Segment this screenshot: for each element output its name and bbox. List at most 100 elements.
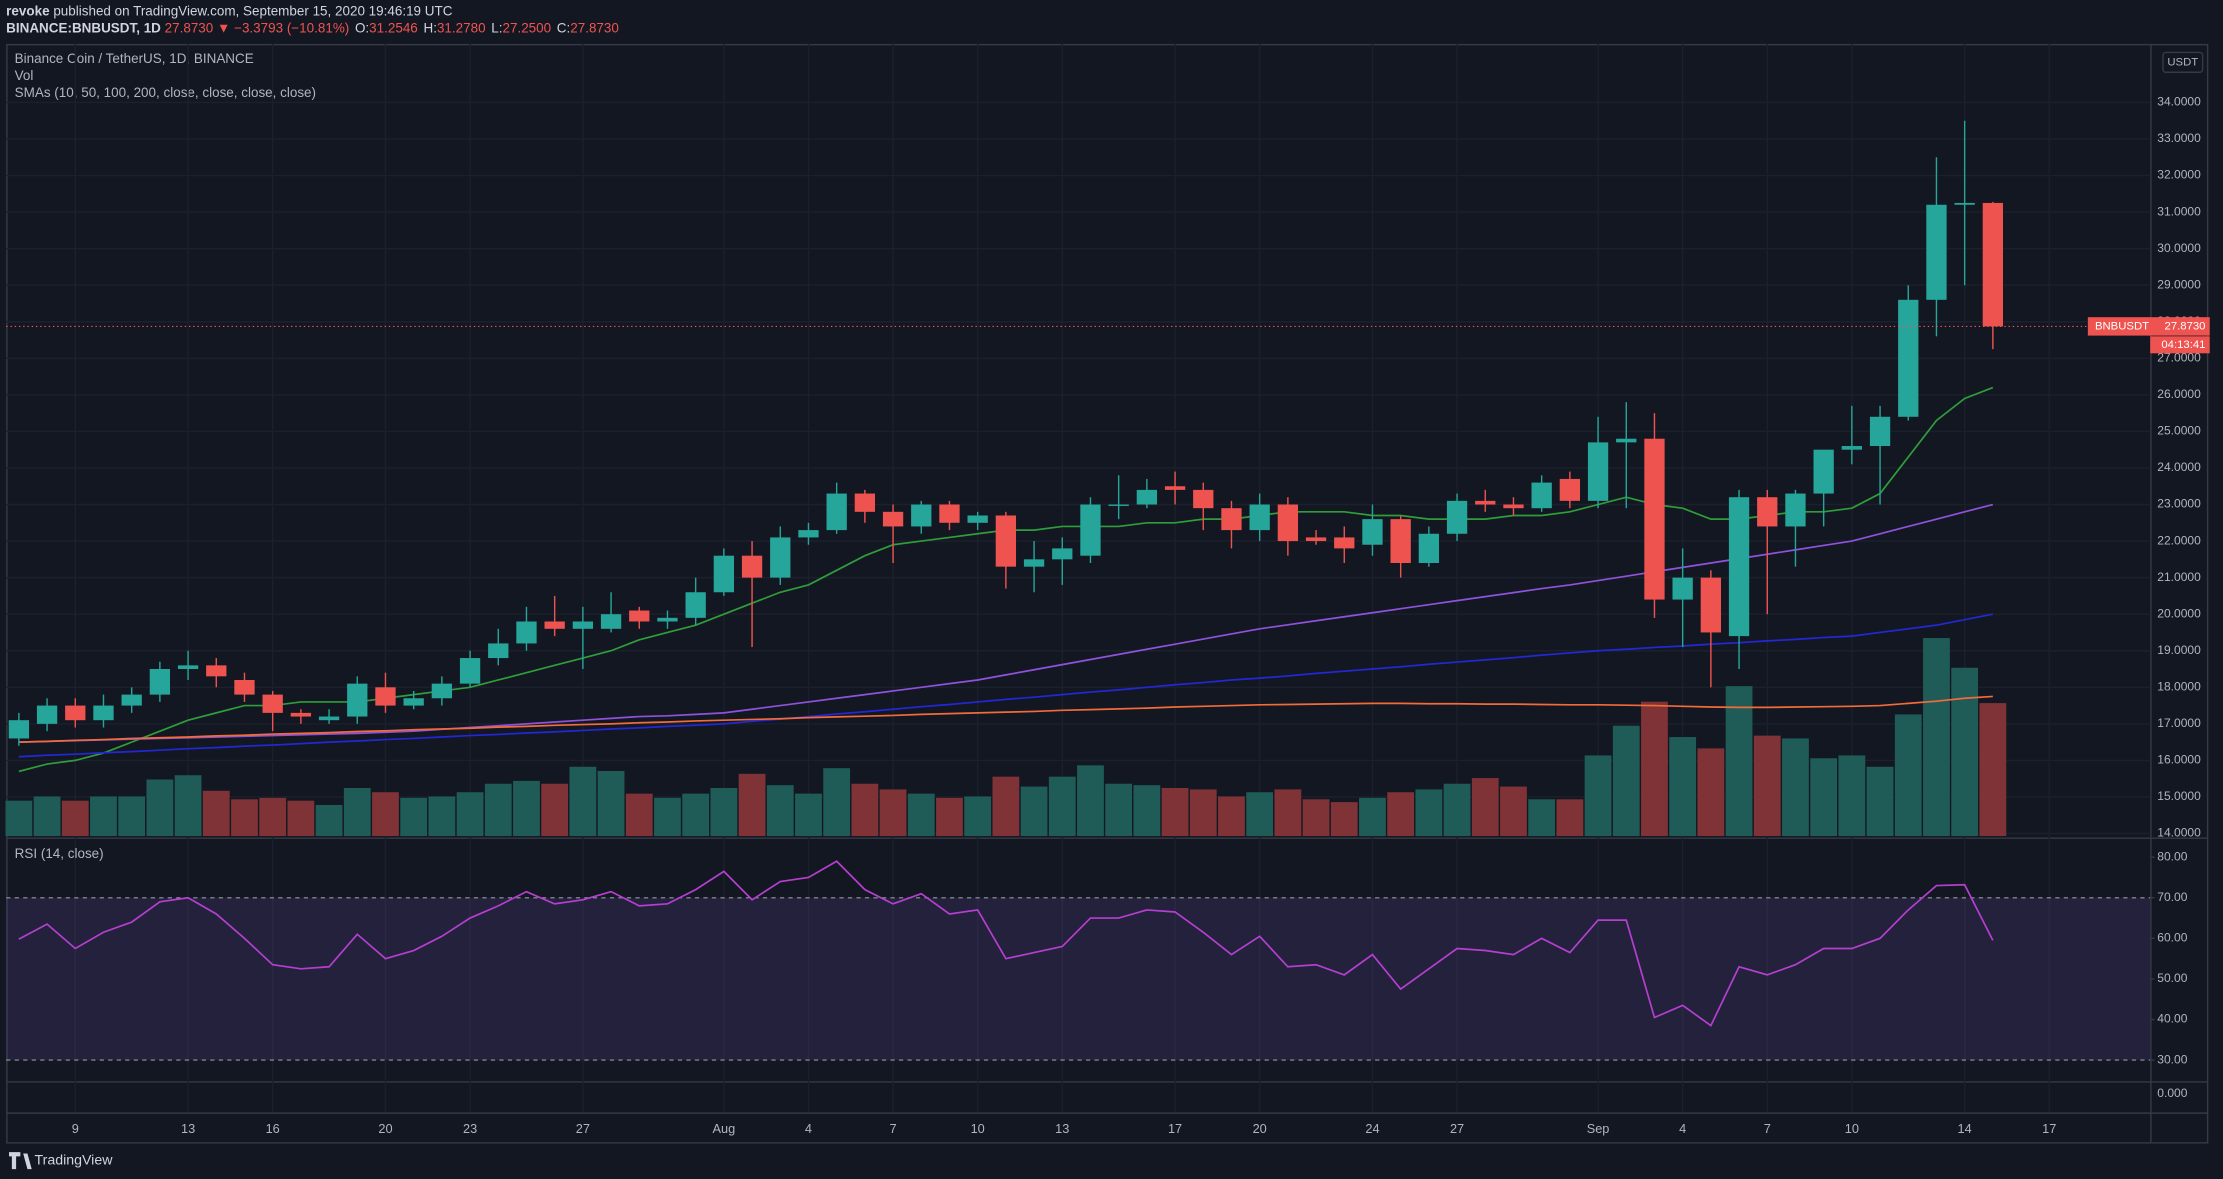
- candle-body: [1446, 500, 1468, 534]
- price-tag-symbol: BNBUSDT: [2095, 320, 2149, 332]
- currency: USDT: [2167, 56, 2198, 68]
- volume-bar: [5, 800, 33, 837]
- volume-bar: [513, 780, 540, 837]
- volume-bar: [1218, 796, 1245, 837]
- volume-bar: [1641, 701, 1668, 837]
- y-tick-label: 32.0000: [2157, 168, 2201, 182]
- price-tag-value: 27.8730: [2165, 320, 2206, 332]
- y-tick-label: 19.0000: [2157, 643, 2201, 657]
- rsi-tick-label: 80.00: [2157, 849, 2187, 863]
- candle-body: [1503, 504, 1524, 509]
- price-tag-box: [2087, 317, 2210, 336]
- currency-box: [2162, 51, 2204, 73]
- rsi-tick-label: 70.00: [2157, 890, 2187, 904]
- candle-body: [572, 621, 594, 629]
- y-tick-label: 21.0000: [2157, 570, 2201, 584]
- candle-body: [262, 694, 283, 713]
- countdown-box: [2150, 336, 2210, 354]
- candle-body: [1305, 537, 1327, 542]
- candle-body: [1700, 577, 1722, 633]
- y-tick-label: 20.0000: [2157, 606, 2201, 620]
- volume-bar: [1697, 748, 1725, 837]
- candle-body: [1334, 537, 1355, 549]
- volume-bar: [1584, 755, 1612, 837]
- volume-bar: [33, 796, 61, 837]
- legend-pair: Binance Coin / TetherUS, 1D, BINANCE: [15, 51, 254, 66]
- grid: [6, 43, 2155, 1113]
- x-tick-label: 27: [1450, 1121, 1464, 1136]
- candle-body: [629, 610, 650, 622]
- volume-bar: [428, 796, 456, 837]
- candle-body: [1080, 504, 1101, 556]
- volume: [5, 638, 2007, 837]
- x-tick-label: 23: [463, 1121, 477, 1136]
- y-tick-label: 17.0000: [2157, 716, 2201, 730]
- candle-body: [290, 712, 312, 717]
- volume-bar: [1951, 667, 1979, 837]
- legend-volume: Vol: [15, 68, 34, 83]
- volume-bar: [907, 793, 935, 837]
- candle-body: [798, 530, 819, 538]
- pane-tick-label: 0.000: [2157, 1086, 2187, 1100]
- volume-bar: [484, 783, 512, 837]
- rsi-tick-label: 40.00: [2157, 1012, 2187, 1026]
- y-tick-label: 15.0000: [2157, 789, 2201, 803]
- x-tick-label: 4: [1679, 1121, 1686, 1136]
- candle-body: [1841, 446, 1863, 450]
- candle-body: [375, 687, 396, 706]
- y-tick-label: 16.0000: [2157, 753, 2201, 767]
- candle-body: [882, 511, 904, 527]
- volume-bar: [456, 792, 484, 837]
- candle-body: [1023, 559, 1045, 567]
- y-tick-label: 33.0000: [2157, 131, 2201, 145]
- y-tick-label: 30.0000: [2157, 241, 2201, 255]
- candle-body: [1982, 202, 2004, 327]
- candle-body: [911, 504, 932, 527]
- x-tick-label: 16: [266, 1121, 280, 1136]
- volume-bar: [287, 800, 315, 837]
- volume-bar: [1443, 783, 1471, 837]
- x-tick-label: 14: [1958, 1121, 1972, 1136]
- ohlc-value: 31.2780: [437, 20, 486, 35]
- candle-body: [488, 643, 509, 659]
- candle-body: [657, 617, 678, 622]
- volume-bar: [1838, 755, 1866, 837]
- header-line-2: BINANCE:BNBUSDT, 1D 27.8730 ▼ −3.3793 (−…: [6, 20, 619, 35]
- y-tick-label: 18.0000: [2157, 679, 2201, 693]
- symbol: BINANCE:BNBUSDT, 1D: [6, 20, 161, 35]
- candle-body: [347, 683, 368, 717]
- published: published on TradingView.com, September …: [53, 3, 452, 18]
- rsi-band: [6, 897, 2151, 1061]
- volume-bar: [231, 799, 258, 837]
- volume-bar: [710, 787, 738, 837]
- brand-logo: [9, 1152, 32, 1170]
- volume-bar: [597, 771, 625, 837]
- volume-bar: [1810, 758, 1838, 837]
- candle-body: [1136, 489, 1158, 505]
- candle-body: [121, 694, 142, 706]
- y-tick-label: 23.0000: [2157, 497, 2201, 511]
- volume-bar: [61, 800, 89, 837]
- candle-body: [149, 669, 171, 695]
- volume-bar: [992, 776, 1020, 837]
- candle-body: [967, 515, 988, 523]
- x-tick-label: 9: [72, 1121, 79, 1136]
- candle-body: [1052, 548, 1073, 560]
- volume-bar: [1866, 766, 1894, 837]
- volume-bar: [90, 796, 117, 837]
- volume-bar: [1387, 792, 1415, 837]
- volume-bar: [851, 783, 879, 837]
- brand: TradingView: [35, 1152, 114, 1168]
- x-tick-label: 20: [378, 1121, 392, 1136]
- candle-body: [1616, 438, 1637, 443]
- x-tick-label: 10: [1845, 1121, 1859, 1136]
- ohlc-key: C:: [557, 20, 570, 35]
- publisher: revoke: [6, 3, 50, 18]
- candle-body: [516, 621, 537, 644]
- rsi-title: RSI (14, close): [15, 846, 104, 861]
- candle-body: [1531, 482, 1552, 509]
- volume-bar: [372, 792, 399, 837]
- volume-bar: [1500, 786, 1527, 837]
- candle-body: [1672, 577, 1693, 600]
